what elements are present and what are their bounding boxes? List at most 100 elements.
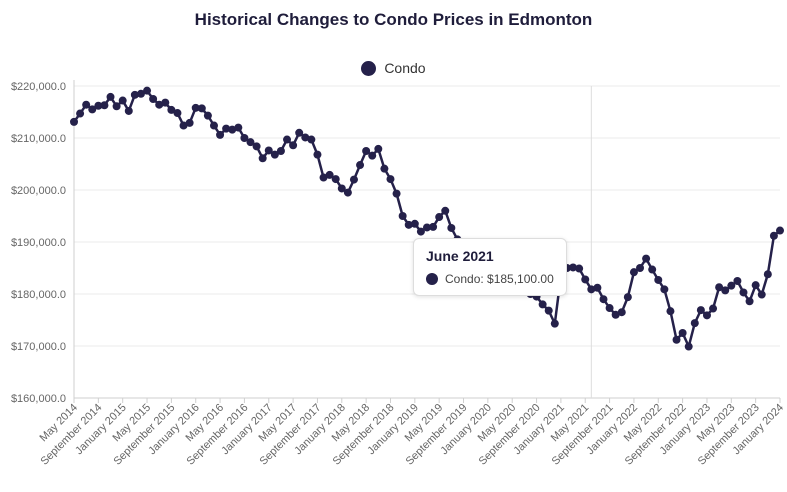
- data-point: [599, 295, 608, 304]
- data-point: [270, 150, 279, 159]
- data-point: [82, 100, 91, 109]
- data-point: [94, 101, 103, 110]
- y-tick-label: $210,000.0: [11, 133, 66, 145]
- data-point: [106, 92, 115, 101]
- data-point: [191, 103, 200, 112]
- data-point: [295, 128, 304, 137]
- data-point: [702, 311, 711, 320]
- data-point: [447, 223, 456, 232]
- data-point: [642, 254, 651, 263]
- data-point: [392, 189, 401, 198]
- data-point: [240, 134, 249, 142]
- data-point: [343, 188, 352, 197]
- data-point: [441, 206, 450, 215]
- data-point: [398, 212, 407, 220]
- legend-label: Condo: [384, 60, 426, 76]
- data-point: [660, 285, 669, 294]
- data-point: [763, 270, 772, 279]
- data-point: [264, 146, 273, 155]
- data-point: [307, 135, 316, 144]
- tooltip-dot-icon: [426, 273, 438, 285]
- data-point: [173, 109, 182, 118]
- data-point: [161, 98, 170, 107]
- data-point: [544, 306, 553, 315]
- data-point: [258, 154, 267, 163]
- data-point: [149, 95, 158, 103]
- data-point: [216, 130, 225, 139]
- tooltip-value: Condo: $185,100.00: [445, 272, 554, 286]
- data-point: [423, 223, 431, 232]
- data-point: [362, 147, 371, 155]
- data-point: [228, 125, 237, 134]
- data-point: [672, 335, 681, 344]
- data-point: [130, 90, 139, 99]
- data-point: [611, 310, 620, 319]
- data-point: [751, 281, 760, 290]
- data-point: [209, 121, 218, 130]
- data-point: [136, 89, 145, 98]
- data-point: [179, 121, 188, 130]
- data-point: [593, 283, 602, 292]
- data-point: [678, 329, 687, 337]
- series-points: [70, 86, 784, 351]
- data-point: [252, 142, 261, 151]
- data-point: [617, 308, 626, 317]
- data-point: [654, 275, 663, 284]
- data-point: [118, 96, 127, 105]
- tooltip-row: Condo: $185,100.00: [426, 272, 554, 286]
- y-tick-label: $170,000.0: [11, 341, 66, 353]
- data-point: [197, 104, 206, 113]
- data-point: [684, 342, 693, 351]
- data-point: [757, 290, 766, 299]
- data-point: [246, 138, 255, 147]
- data-point: [709, 304, 718, 313]
- y-tick-label: $180,000.0: [11, 289, 66, 301]
- data-point: [550, 319, 559, 328]
- data-point: [112, 102, 121, 111]
- data-point: [410, 219, 419, 228]
- data-point: [429, 222, 438, 231]
- y-tick-label: $220,000.0: [11, 81, 66, 93]
- data-point: [404, 220, 413, 229]
- data-point: [124, 106, 133, 115]
- y-tick-label: $160,000.0: [11, 393, 66, 405]
- y-axis: $160,000.0 $170,000.0 $180,000.0 $190,000.0…: [11, 80, 75, 405]
- data-point: [222, 124, 231, 133]
- data-point: [581, 275, 590, 284]
- data-point: [88, 105, 97, 114]
- data-point: [301, 133, 310, 142]
- data-point: [76, 109, 85, 118]
- legend[interactable]: Condo: [0, 60, 787, 76]
- data-point: [374, 144, 383, 153]
- legend-marker-icon: [361, 61, 377, 76]
- data-point: [386, 175, 395, 184]
- data-point: [283, 135, 292, 144]
- chart-title: Historical Changes to Condo Prices in Ed…: [194, 10, 593, 29]
- data-point: [721, 286, 730, 295]
- data-point: [629, 268, 638, 277]
- data-point: [203, 111, 212, 120]
- data-point: [769, 231, 778, 240]
- data-point: [666, 307, 675, 316]
- series-line-condo: [72, 89, 781, 348]
- data-point: [575, 264, 584, 273]
- data-point: [416, 227, 425, 236]
- data-point: [234, 123, 243, 132]
- data-point: [569, 263, 578, 272]
- data-point: [70, 117, 78, 126]
- data-point: [185, 118, 194, 127]
- data-point: [435, 213, 444, 222]
- y-tick-label: $190,000.0: [11, 237, 66, 249]
- data-point: [100, 101, 109, 110]
- data-point: [167, 105, 176, 114]
- data-point: [776, 226, 784, 235]
- data-point: [745, 297, 754, 306]
- data-point: [623, 293, 632, 302]
- data-point: [739, 288, 748, 297]
- tooltip: June 2021 Condo: $185,100.00: [413, 238, 567, 296]
- data-point: [155, 100, 164, 109]
- data-point: [331, 175, 340, 184]
- data-point: [349, 175, 358, 184]
